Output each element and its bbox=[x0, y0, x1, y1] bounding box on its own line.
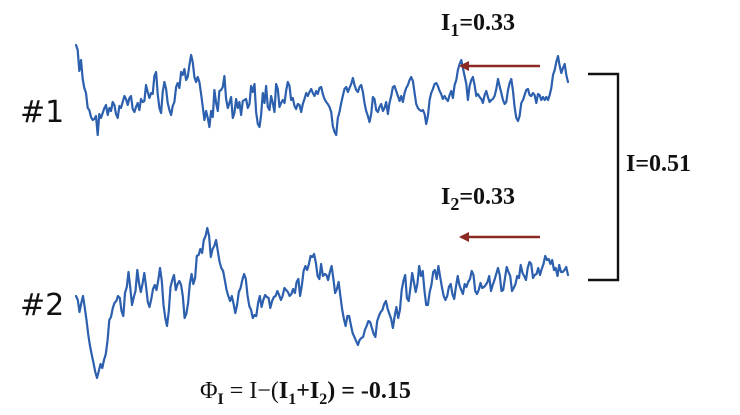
series-1-trace bbox=[74, 43, 570, 137]
series-2-info-label: I2=0.33 bbox=[441, 184, 515, 214]
series-2-group: #2 I2=0.33 bbox=[20, 184, 570, 380]
series-1-group: #1 I1=0.33 bbox=[20, 10, 570, 137]
series-2-label: #2 bbox=[20, 288, 64, 323]
formula: ΦI = I−(I1+I2) = -0.15 bbox=[200, 378, 411, 408]
series-1-info-label: I1=0.33 bbox=[441, 10, 515, 40]
total-info-label: I=0.51 bbox=[626, 151, 691, 177]
series-1-label: #1 bbox=[20, 95, 64, 130]
series-2-trace bbox=[74, 226, 570, 380]
bracket bbox=[588, 72, 620, 282]
